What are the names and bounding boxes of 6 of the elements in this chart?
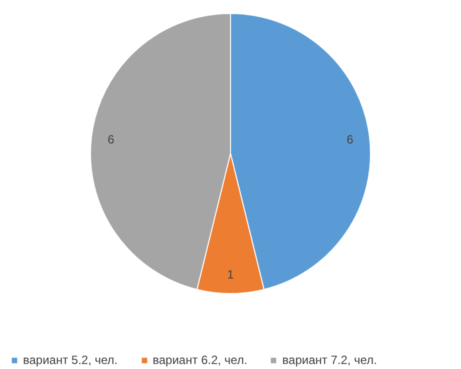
data-label: 6 (108, 132, 115, 146)
legend-label: вариант 7.2, чел. (282, 353, 377, 367)
data-label: 6 (346, 132, 354, 146)
data-label: 1 (227, 267, 234, 282)
legend-label: вариант 5.2, чел. (23, 353, 118, 367)
legend-label: вариант 6.2, чел. (152, 353, 248, 367)
